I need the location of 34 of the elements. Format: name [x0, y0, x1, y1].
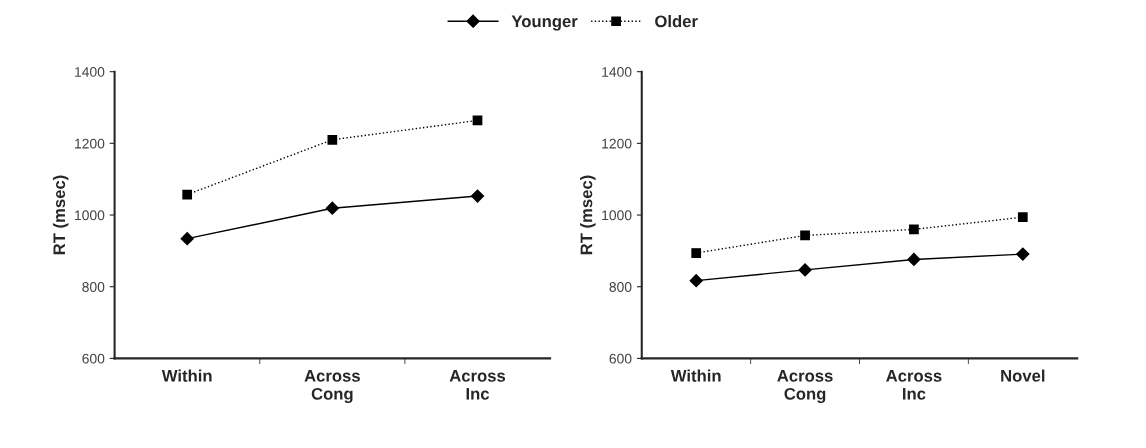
point	[327, 134, 338, 145]
y-tick-label: 1200	[602, 138, 632, 149]
x-tick-label: Across Cong	[777, 370, 833, 404]
y-axis-title: RT (msec)	[580, 175, 596, 255]
y-tick-label: 800	[609, 282, 632, 292]
point	[1016, 247, 1030, 261]
y-tick-label: 1200	[75, 138, 105, 149]
point	[689, 274, 703, 288]
point	[180, 232, 194, 246]
legend-label: Older	[655, 15, 698, 28]
point	[798, 263, 812, 277]
x-tick-label: Across Inc	[886, 370, 942, 400]
point	[325, 201, 339, 215]
y-tick-label: 1400	[75, 67, 105, 77]
y-tick-label: 1000	[602, 210, 632, 221]
point	[800, 230, 810, 241]
x-tick-label: Within	[670, 369, 721, 382]
point	[182, 189, 193, 200]
x-tick-label: Across Inc	[449, 370, 506, 400]
x-tick-label: Novel	[1001, 369, 1045, 382]
point	[909, 224, 919, 235]
point	[691, 248, 702, 258]
y-tick-label: 600	[82, 353, 105, 364]
x-tick-label: Across Cong	[304, 370, 360, 404]
y-tick-label: 800	[82, 282, 105, 292]
point	[1017, 212, 1028, 223]
point	[907, 252, 921, 267]
y-axis-title: RT (msec)	[52, 175, 69, 255]
x-tick-label: Within	[161, 369, 212, 382]
y-tick-label: 1400	[602, 67, 632, 77]
y-tick-label: 1000	[75, 210, 105, 221]
legend-label: Younger	[511, 15, 578, 31]
point	[470, 189, 485, 203]
y-tick-label: 600	[609, 353, 632, 364]
